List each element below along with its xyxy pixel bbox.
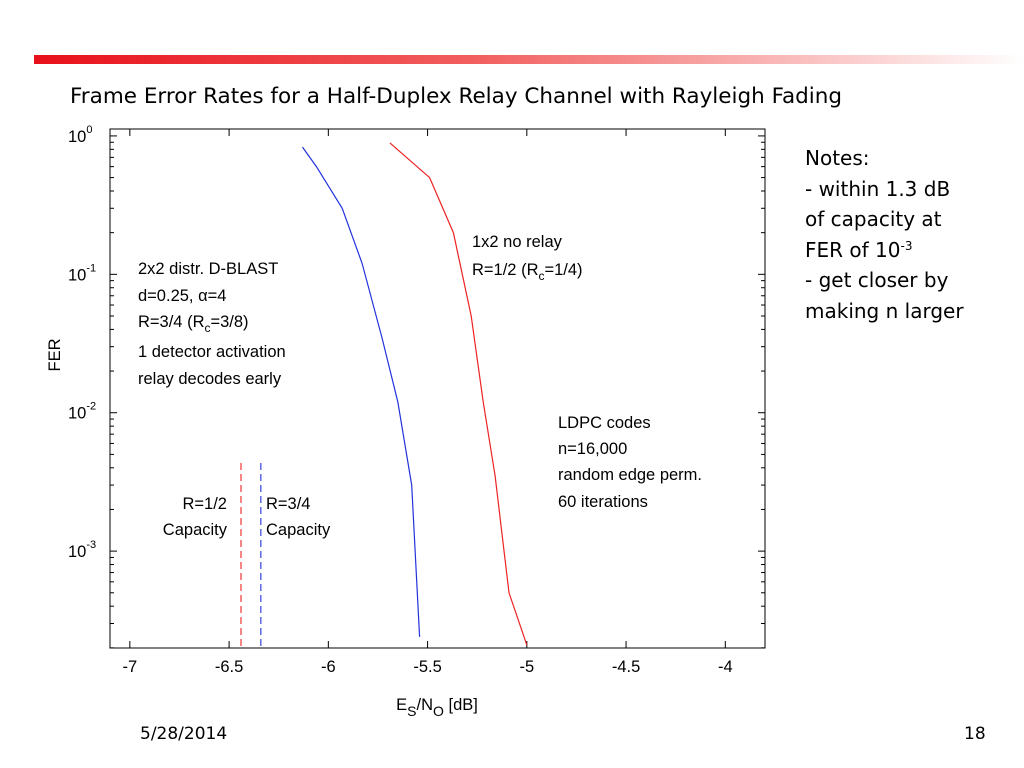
dblast-line1: 2x2 distr. D-BLAST xyxy=(138,260,278,278)
series-line-dblast xyxy=(302,146,421,637)
y-tick-label: 10-2 xyxy=(68,401,96,423)
slide-title: Frame Error Rates for a Half-Duplex Rela… xyxy=(70,84,843,109)
notes-line: - within 1.3 dB xyxy=(805,176,951,201)
y-tick-label: 100 xyxy=(68,124,92,146)
footer-page-number: 18 xyxy=(964,724,986,744)
y-tick-label: 10-3 xyxy=(68,539,96,561)
annotation-norelay: 1x2 no relay R=1/2 (Rc=1/4) xyxy=(472,233,583,283)
x-tick-label: -6.5 xyxy=(215,658,243,676)
accent-gradient-bar xyxy=(34,55,1024,64)
notes-line: of capacity at xyxy=(805,207,942,231)
capacity-label-r34-line1: R=3/4 xyxy=(266,495,311,513)
capacity-labels: R=1/2 Capacity R=3/4 Capacity xyxy=(163,495,331,539)
plot-area-frame xyxy=(109,128,766,649)
y-axis-label: FER xyxy=(46,338,64,371)
dblast-line2: d=0.25, α=4 xyxy=(138,287,226,305)
norelay-line2: R=1/2 (Rc=1/4) xyxy=(472,261,583,283)
capacity-lines xyxy=(240,463,262,648)
notes-line-fer: FER of 10-3 xyxy=(805,237,913,262)
notes-line: - get closer by xyxy=(805,268,949,292)
x-tick-label: -4.5 xyxy=(612,658,640,676)
dblast-line5: relay decodes early xyxy=(138,370,282,388)
notes-panel: Notes: - within 1.3 dB of capacity at FE… xyxy=(805,143,1015,326)
notes-line: making n larger xyxy=(805,298,964,323)
x-axis-ticks: -7 -6.5 -6 -5.5 -5 -4.5 -4 xyxy=(123,129,733,676)
ldpc-line1: LDPC codes xyxy=(558,414,651,432)
y-axis-ticks: 100 10-1 10-2 10-3 xyxy=(68,124,765,649)
title-accent-bar xyxy=(34,49,1024,64)
notes-heading: Notes: xyxy=(805,146,870,170)
capacity-label-r12-line2: Capacity xyxy=(163,521,228,539)
x-tick-label: -7 xyxy=(123,658,138,676)
footer-date: 5/28/2014 xyxy=(140,724,228,744)
series-line-norelay xyxy=(389,142,528,646)
x-tick-label: -5 xyxy=(519,658,534,676)
capacity-label-r12-line1: R=1/2 xyxy=(183,495,228,513)
x-tick-label: -6 xyxy=(321,658,336,676)
dblast-line3: R=3/4 (Rc=3/8) xyxy=(138,313,249,335)
ldpc-line4: 60 iterations xyxy=(558,493,648,511)
annotation-ldpc: LDPC codes n=16,000 random edge perm. 60… xyxy=(558,414,702,511)
norelay-line1: 1x2 no relay xyxy=(472,233,563,251)
series-group xyxy=(302,142,528,646)
ldpc-line3: random edge perm. xyxy=(558,466,702,484)
x-tick-label: -4 xyxy=(718,658,733,676)
x-axis-label: ES/NO [dB] xyxy=(396,696,478,719)
annotation-dblast: 2x2 distr. D-BLAST d=0.25, α=4 R=3/4 (Rc… xyxy=(138,260,286,388)
dblast-line4: 1 detector activation xyxy=(138,343,286,361)
y-tick-label: 10-1 xyxy=(68,262,96,284)
capacity-label-r34-line2: Capacity xyxy=(266,521,331,539)
ldpc-line2: n=16,000 xyxy=(558,440,627,458)
x-tick-label: -5.5 xyxy=(413,658,441,676)
